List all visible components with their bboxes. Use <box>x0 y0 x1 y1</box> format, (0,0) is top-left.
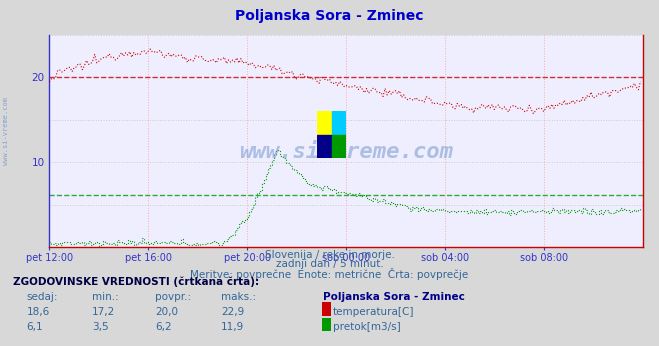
Text: 17,2: 17,2 <box>92 307 115 317</box>
Text: ZGODOVINSKE VREDNOSTI (črtkana črta):: ZGODOVINSKE VREDNOSTI (črtkana črta): <box>13 277 259 287</box>
Text: 20,0: 20,0 <box>155 307 178 317</box>
Text: Slovenija / reke in morje.: Slovenija / reke in morje. <box>264 250 395 260</box>
Text: 11,9: 11,9 <box>221 322 244 333</box>
Bar <box>317 135 331 158</box>
Bar <box>331 135 346 158</box>
Text: 6,2: 6,2 <box>155 322 171 333</box>
Text: 18,6: 18,6 <box>26 307 49 317</box>
Text: Meritve: povprečne  Enote: metrične  Črta: povprečje: Meritve: povprečne Enote: metrične Črta:… <box>190 268 469 280</box>
Text: povpr.:: povpr.: <box>155 292 191 302</box>
Text: 3,5: 3,5 <box>92 322 109 333</box>
Text: 22,9: 22,9 <box>221 307 244 317</box>
Text: www.si-vreme.com: www.si-vreme.com <box>239 142 453 162</box>
Bar <box>317 111 331 135</box>
Bar <box>331 111 346 135</box>
Text: Poljanska Sora - Zminec: Poljanska Sora - Zminec <box>323 292 465 302</box>
Text: min.:: min.: <box>92 292 119 302</box>
Text: www.si-vreme.com: www.si-vreme.com <box>3 98 9 165</box>
Text: temperatura[C]: temperatura[C] <box>333 307 415 317</box>
Text: 6,1: 6,1 <box>26 322 43 333</box>
Text: maks.:: maks.: <box>221 292 256 302</box>
Text: sedaj:: sedaj: <box>26 292 58 302</box>
Text: zadnji dan / 5 minut.: zadnji dan / 5 minut. <box>275 259 384 269</box>
Text: pretok[m3/s]: pretok[m3/s] <box>333 322 401 333</box>
Text: Poljanska Sora - Zminec: Poljanska Sora - Zminec <box>235 9 424 22</box>
